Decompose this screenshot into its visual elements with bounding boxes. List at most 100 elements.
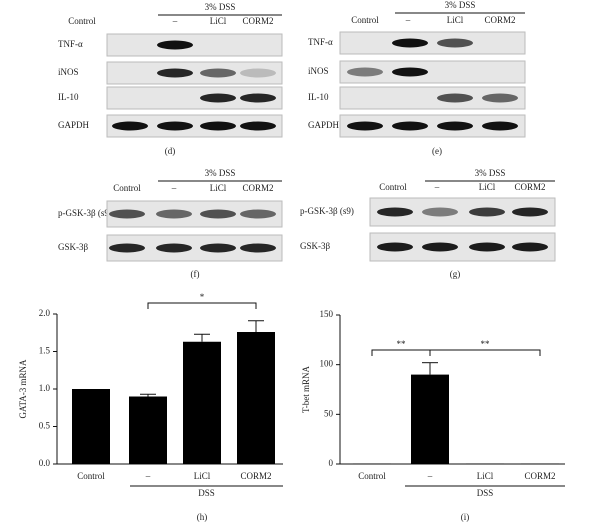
band [156,209,192,219]
row-label: p-GSK-3β (s9) [58,208,112,218]
column-label: – [171,183,177,193]
row-label: iNOS [308,66,329,76]
significance-label: ** [481,339,491,349]
row-label: GAPDH [58,120,90,130]
band [200,121,236,131]
band [157,68,193,78]
blot-strip [106,33,283,57]
blot-strip [339,86,526,110]
blot-strip [106,86,283,110]
y-tick-label: 150 [320,309,334,319]
y-tick-label: 0.5 [39,421,51,431]
group-label: 3% DSS [205,2,236,12]
band [109,243,145,253]
y-tick-label: 100 [320,359,334,369]
band [469,242,505,252]
column-label: LiCl [210,16,227,26]
bar [72,389,110,464]
column-label: Control [113,183,141,193]
y-tick-label: 50 [324,408,334,418]
x-tick-label: LiCl [194,471,211,481]
y-axis-label: T-bet mRNA [301,366,311,413]
column-label: CORM2 [484,15,515,25]
significance-bracket [371,349,431,356]
column-label: – [434,182,440,192]
significance-bracket [429,349,541,356]
band [157,40,193,50]
x-tick-label: CORM2 [240,471,271,481]
column-label: – [172,16,178,26]
row-label: IL-10 [308,92,329,102]
band [347,67,383,77]
band [422,242,458,252]
row-label: GAPDH [308,120,340,130]
band [469,207,505,217]
row-label: iNOS [58,67,79,77]
band [437,121,473,131]
group-label: 3% DSS [475,168,506,178]
column-label: Control [351,15,379,25]
column-label: – [405,15,411,25]
column-label: CORM2 [242,183,273,193]
caption: (g) [450,269,461,279]
band [240,68,276,78]
band [156,243,192,253]
band [200,93,236,103]
caption: (f) [191,269,200,279]
band [482,121,518,131]
band [200,68,236,78]
band [392,67,428,77]
band [422,207,458,217]
blot-strip [106,114,283,138]
column-label: CORM2 [514,182,545,192]
band [392,121,428,131]
band [512,242,548,252]
y-axis-label: GATA-3 mRNA [18,359,28,419]
row-label: TNF-α [308,37,333,47]
blot-strip [339,31,526,55]
group-label: 3% DSS [205,168,236,178]
significance-label: * [200,292,205,302]
caption: (i) [461,512,470,522]
x-tick-label: Control [358,471,386,481]
row-label: GSK-3β [58,242,89,252]
band [240,121,276,131]
band [109,209,145,219]
y-tick-label: 2.0 [39,308,51,318]
caption: (h) [197,512,208,522]
row-label: TNF-α [58,39,83,49]
group-label: 3% DSS [445,0,476,10]
blot-strip [106,61,283,85]
band [200,243,236,253]
band [377,242,413,252]
column-label: LiCl [479,182,496,192]
column-label: CORM2 [242,16,273,26]
band [347,121,383,131]
band [437,38,473,48]
x-tick-label: – [427,471,433,481]
blot-strip [339,60,526,84]
band [377,207,413,217]
significance-label: ** [397,339,407,349]
x-tick-label: – [145,471,151,481]
blot-strip [339,114,526,138]
band [482,93,518,103]
row-label: IL-10 [58,92,79,102]
x-axis-label: DSS [198,488,215,498]
column-label: LiCl [447,15,464,25]
column-label: LiCl [210,183,227,193]
x-tick-label: CORM2 [524,471,555,481]
y-tick-label: 0 [329,458,334,468]
x-tick-label: LiCl [477,471,494,481]
row-label: GSK-3β [300,241,331,251]
bar [411,374,449,464]
band [157,121,193,131]
row-label: p-GSK-3β (s9) [300,206,354,216]
band [437,93,473,103]
bar [129,396,167,464]
y-tick-label: 1.0 [39,383,51,393]
x-tick-label: Control [77,471,105,481]
band [512,207,548,217]
band [240,209,276,219]
